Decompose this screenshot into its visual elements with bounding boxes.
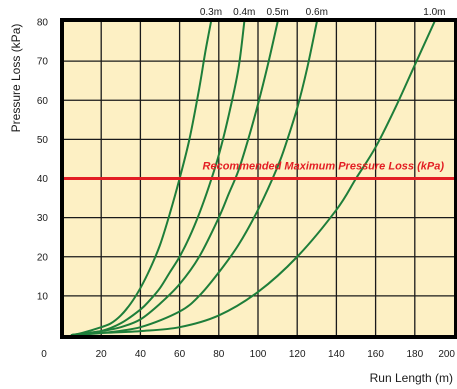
curve-label-0.5m: 0.5m (266, 7, 288, 18)
x-tick-label: 140 (328, 349, 345, 360)
x-tick-label: 200 (438, 349, 455, 360)
y-tick-label: 50 (37, 135, 49, 146)
x-tick-label: 80 (213, 349, 225, 360)
curve-label-0.6m: 0.6m (306, 7, 328, 18)
curve-label-1.0m: 1.0m (423, 7, 445, 18)
y-tick-label: 40 (37, 174, 49, 185)
y-tick-label: 70 (37, 57, 49, 68)
y-tick-label: 80 (37, 18, 49, 29)
plot-frame (60, 18, 457, 339)
x-tick-label: 0 (41, 349, 47, 360)
x-tick-label: 60 (174, 349, 186, 360)
curve-label-0.3m: 0.3m (200, 7, 222, 18)
y-axis-label: Pressure Loss (kPa) (9, 24, 23, 133)
curve-0.3m (70, 21, 212, 336)
curve-labels: 0.3m 0.4m 0.5m 0.6m 1.0m (200, 7, 446, 18)
y-tick-label: 60 (37, 96, 49, 107)
x-tick-label: 160 (367, 349, 384, 360)
reference-label: Recommended Maximum Pressure Loss (kPa) (203, 161, 445, 173)
x-tick-label: 20 (96, 349, 108, 360)
x-tick-label: 100 (250, 349, 267, 360)
curve-0.5m (70, 21, 279, 336)
curve-0.6m (70, 21, 318, 336)
y-tick-label: 30 (37, 213, 49, 224)
curve-label-0.4m: 0.4m (233, 7, 255, 18)
x-tick-label: 180 (406, 349, 423, 360)
curve-group (70, 21, 436, 336)
reference-group: Recommended Maximum Pressure Loss (kPa) (62, 161, 454, 180)
curve-0.4m (70, 21, 246, 336)
x-tick-labels: 0 20 40 60 80 100 120 140 160 180 200 (41, 349, 455, 360)
curve-1.0m (70, 21, 436, 336)
y-tick-label: 10 (37, 291, 49, 302)
y-tick-labels: 10 20 30 40 50 60 70 80 (37, 18, 49, 303)
x-tick-label: 40 (135, 349, 147, 360)
y-tick-label: 20 (37, 252, 49, 263)
x-tick-label: 120 (289, 349, 306, 360)
x-axis-label: Run Length (m) (370, 371, 453, 385)
